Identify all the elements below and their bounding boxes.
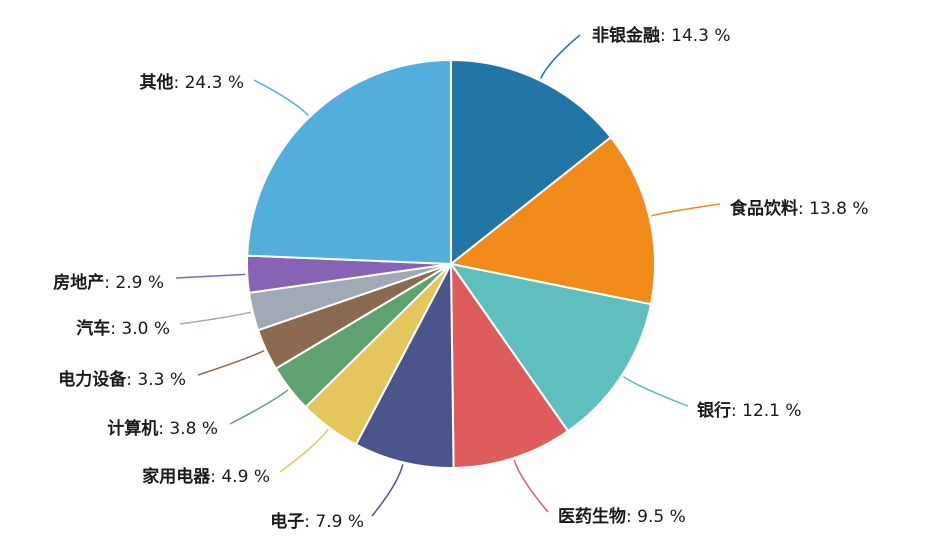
slice-label-3: 医药生物: 9.5 % — [558, 506, 686, 527]
leader-line-3 — [513, 459, 549, 513]
slice-label-9: 房地产: 2.9 % — [53, 272, 164, 293]
slice-label-10: 其他: 24.3 % — [139, 72, 244, 93]
slice-label-8: 汽车: 3.0 % — [76, 318, 170, 339]
pie-slice-4 — [354, 263, 455, 469]
leader-line-5 — [279, 428, 329, 473]
slice-label-4: 电子: 7.9 % — [270, 511, 364, 532]
pie-slice-3 — [449, 260, 570, 469]
pie-slice-0 — [450, 58, 613, 267]
leader-line-6 — [229, 389, 289, 425]
leader-line-7 — [197, 350, 265, 376]
leader-line-1 — [651, 203, 721, 217]
slice-label-7: 电力设备: 3.3 % — [58, 369, 186, 390]
slice-label-1: 食品饮料: 13.8 % — [730, 198, 869, 219]
slice-label-5: 家用电器: 4.9 % — [142, 466, 270, 487]
pie-slice-2 — [448, 262, 653, 433]
slice-label-0: 非银金融: 14.3 % — [592, 25, 731, 46]
pie-slice-10 — [246, 58, 452, 266]
leader-line-2 — [622, 376, 689, 407]
leader-line-8 — [179, 311, 251, 325]
leader-line-9 — [175, 273, 246, 279]
leader-line-4 — [371, 464, 404, 517]
leader-line-10 — [253, 79, 309, 116]
leader-line-0 — [539, 34, 581, 79]
pie-slice-1 — [448, 135, 656, 306]
slice-label-2: 银行: 12.1 % — [697, 400, 802, 421]
slice-label-6: 计算机: 3.8 % — [107, 418, 218, 439]
